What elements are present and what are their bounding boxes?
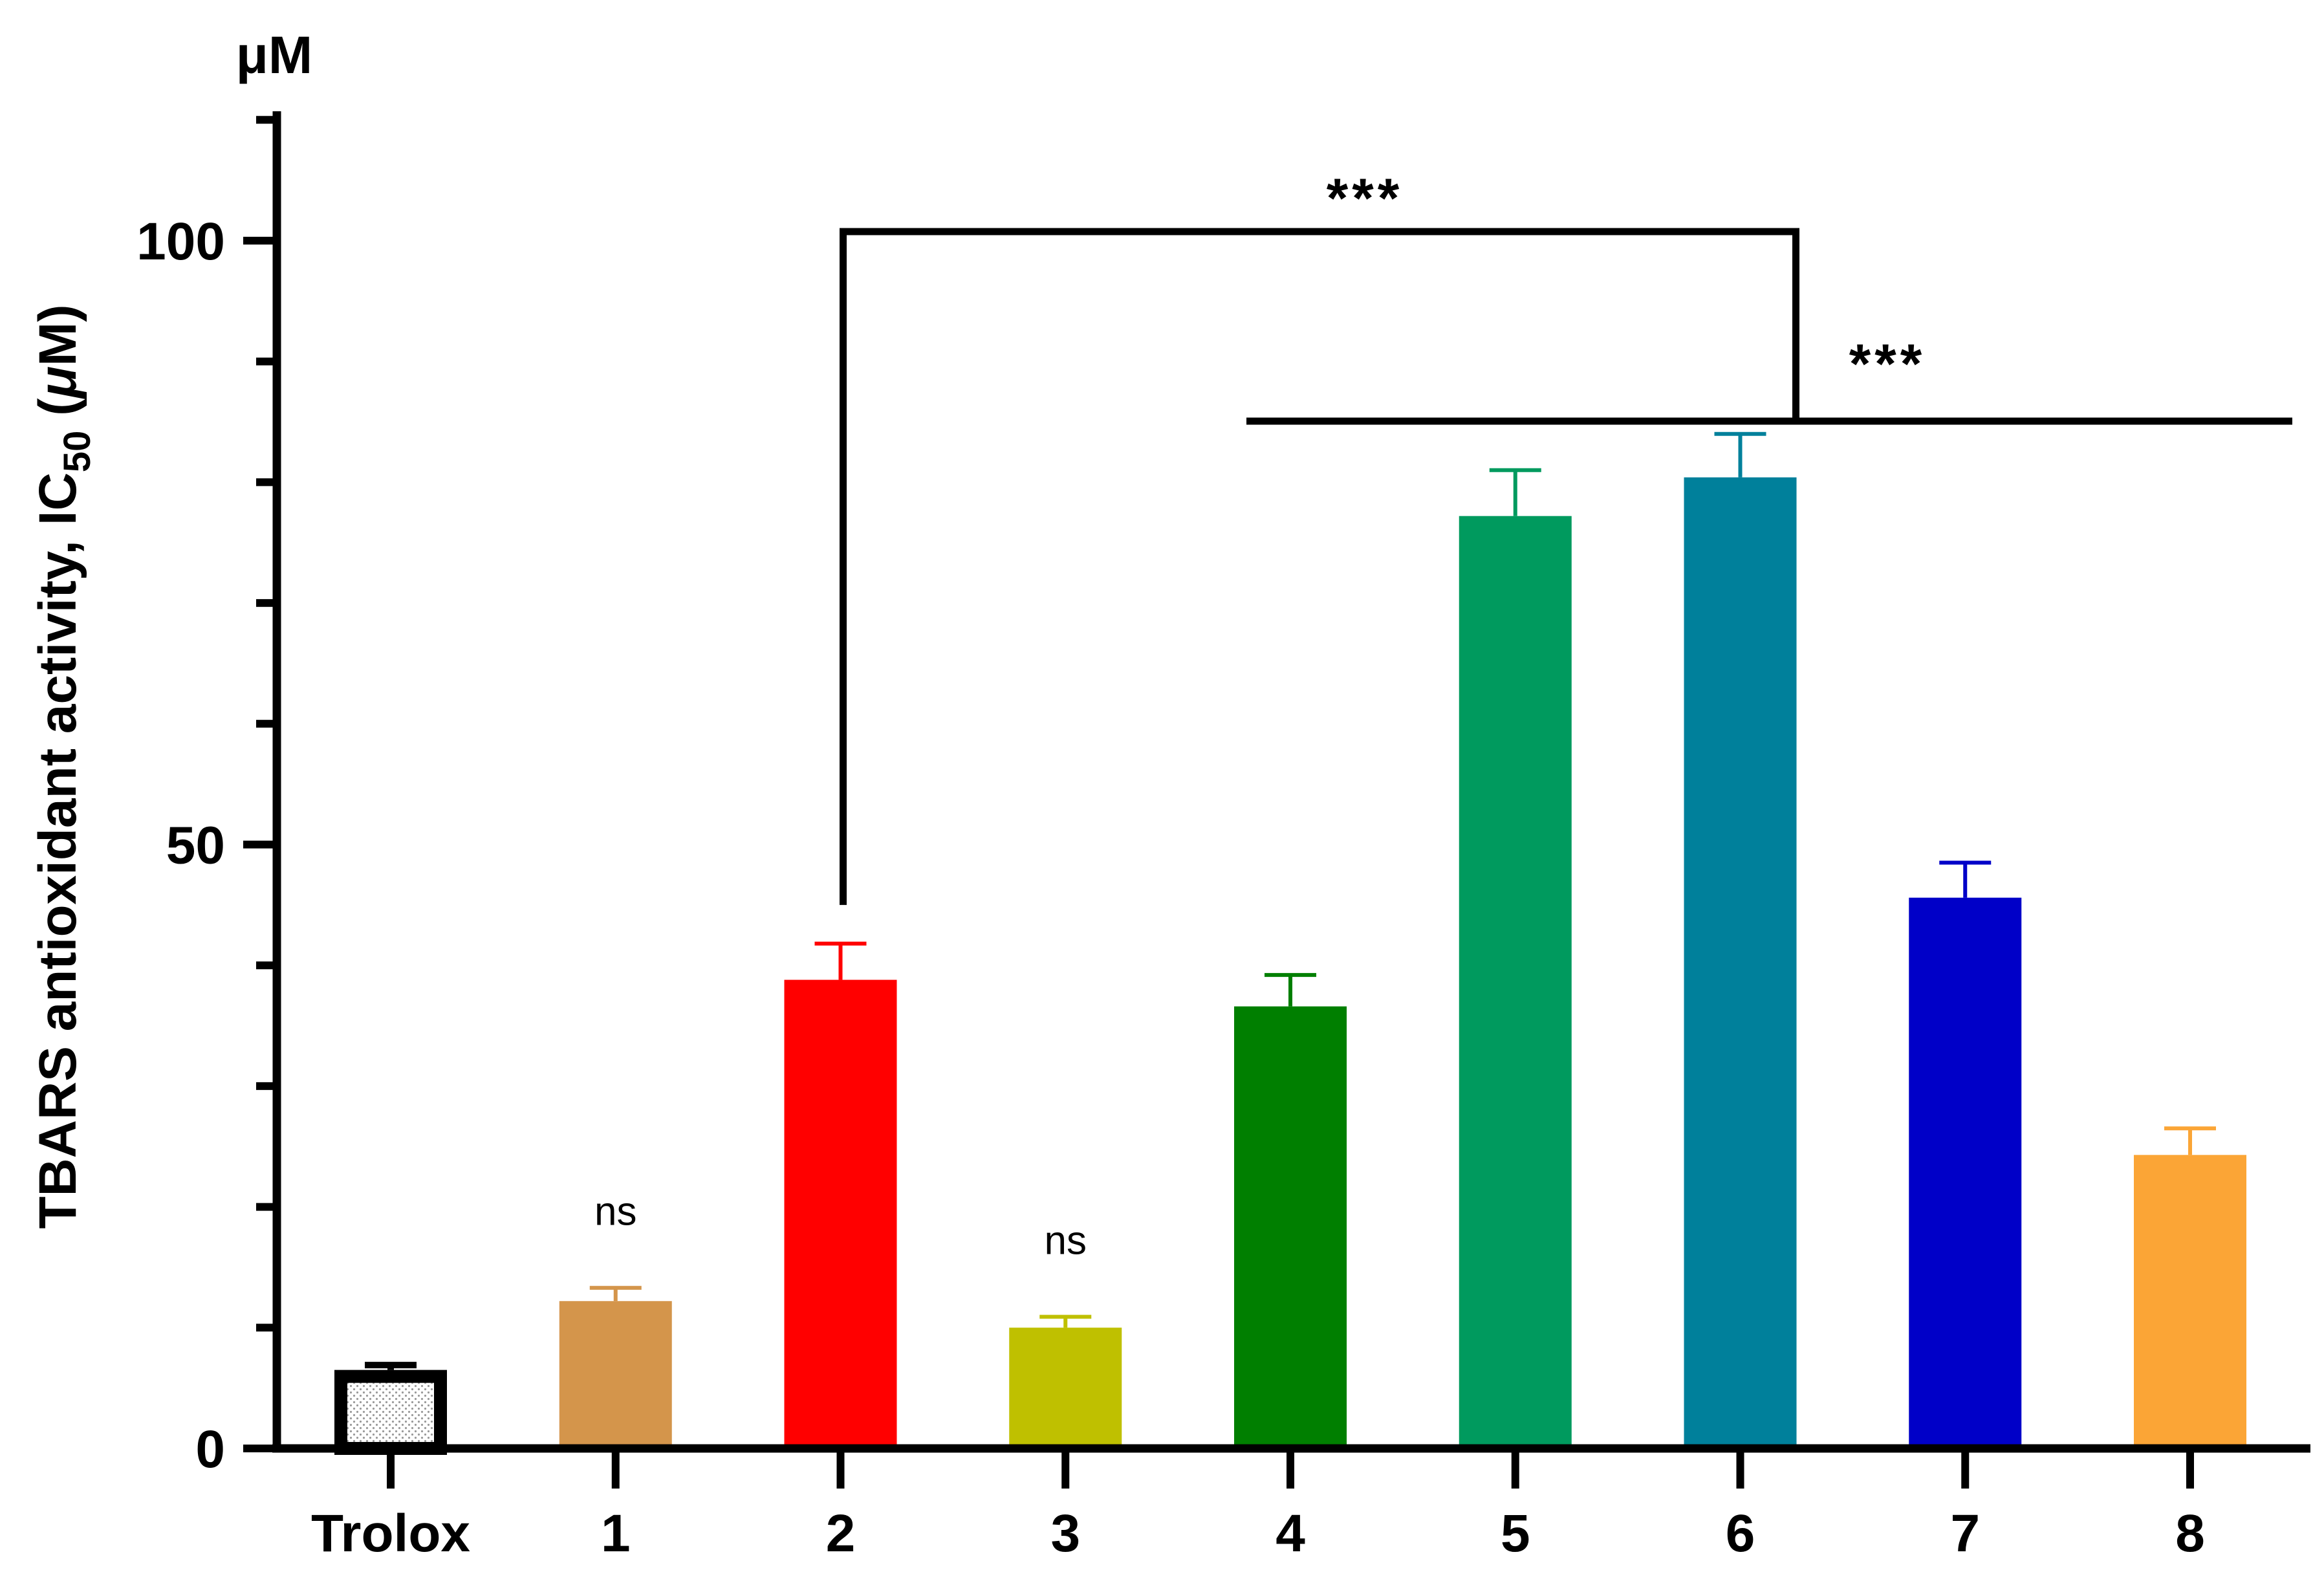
x-tick-label-8: 8: [2175, 1504, 2205, 1563]
x-tick-label-Trolox: Trolox: [311, 1504, 470, 1563]
x-tick-label-5: 5: [1501, 1504, 1530, 1563]
annotation-bracket-top: ***: [1327, 168, 1403, 230]
y-axis-label-mu: μ: [28, 366, 87, 399]
x-tick-label-1: 1: [601, 1504, 631, 1563]
bars: [334, 477, 2246, 1456]
bar-4: [1234, 1006, 1347, 1448]
x-tick-label-7: 7: [1950, 1504, 1980, 1563]
y-tick-label-0: 0: [195, 1420, 225, 1479]
y-axis-label-paren: (: [28, 398, 87, 431]
bar-2: [784, 979, 897, 1448]
y-axis-ticks: 0 50 100: [136, 116, 277, 1479]
error-bars: [365, 431, 2216, 1370]
bar-5: [1459, 516, 1572, 1448]
y-tick-label-50: 50: [166, 816, 225, 875]
unit-label: μM: [236, 26, 312, 85]
y-axis-label-end: M): [28, 304, 87, 366]
bar-6: [1684, 477, 1797, 1448]
bar-7: [1909, 897, 2022, 1448]
bar-Trolox: [334, 1370, 447, 1456]
significance-annotations: ns ns *** ***: [594, 168, 2292, 1263]
bracket-top: [840, 228, 1799, 905]
bar-1: [559, 1301, 672, 1448]
annotation-ns_3: ns: [1045, 1218, 1087, 1263]
x-tick-label-2: 2: [826, 1504, 856, 1563]
y-axis-label-main: TBARS antioxidant activity, IC: [28, 472, 87, 1228]
x-tick-label-4: 4: [1276, 1504, 1305, 1563]
annotation-bracket-mid: ***: [1849, 333, 1926, 395]
bar-3: [1009, 1327, 1122, 1448]
annotation-ns_1: ns: [594, 1190, 636, 1234]
x-axis-ticks: Trolox 1 2 3 4 5 6 7 8: [311, 1448, 2205, 1563]
bar-8: [2134, 1155, 2246, 1448]
y-axis-label-subscript: 50: [56, 431, 98, 473]
x-tick-label-3: 3: [1050, 1504, 1080, 1563]
y-tick-label-100: 100: [136, 212, 225, 271]
x-tick-label-6: 6: [1726, 1504, 1755, 1563]
y-axis-label: TBARS antioxidant activity, IC50 (μM): [28, 304, 98, 1228]
